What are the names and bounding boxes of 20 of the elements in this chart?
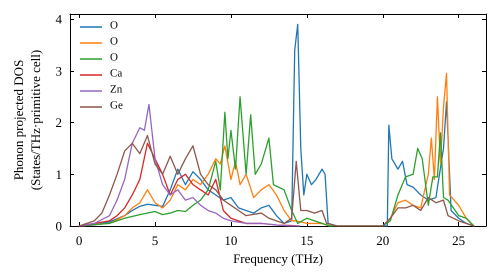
y-tick-label: 0 [56,218,62,234]
legend-label: Ge [110,100,123,112]
legend-label: O [110,20,118,32]
y-tick-label: 3 [56,63,62,78]
legend-label: O [110,36,118,48]
line-series [78,134,475,227]
y-tick-label: 1 [56,166,62,182]
x-tick-label: 20 [376,233,390,248]
y-tick-label: 2 [56,115,62,130]
x-tick-label: 10 [224,233,238,248]
legend-label: Zn [110,84,123,96]
y-tick-label: 4 [56,12,62,27]
legend-label: Ca [110,68,122,80]
x-tick-label: 5 [152,233,158,248]
x-tick-label: 15 [300,233,314,248]
legend-label: O [110,52,118,64]
x-tick-label: 25 [452,233,466,248]
y-axis-title: Phonon projected DOS (States/THz·primitive cell) [11,50,43,190]
x-tick-label: 0 [76,233,82,248]
x-axis-title: Frequency (THz) [233,250,323,266]
